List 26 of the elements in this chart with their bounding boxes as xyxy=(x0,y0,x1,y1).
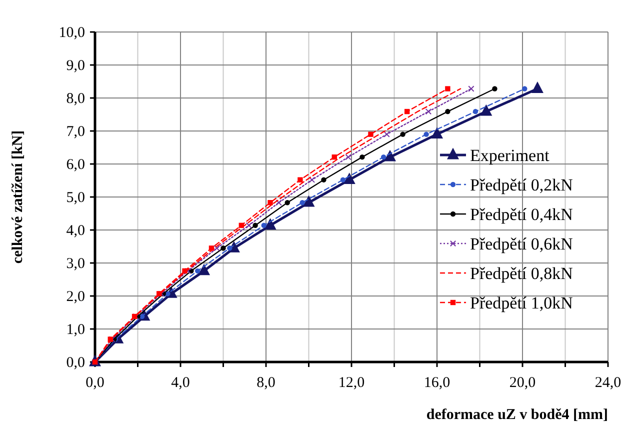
legend-label: Předpětí 1,0kN xyxy=(470,294,573,312)
x-tick-label: 4,0 xyxy=(171,375,190,391)
legend-label: Předpětí 0,2kN xyxy=(470,176,573,194)
x-tick-label: 24,0 xyxy=(594,375,622,391)
y-tick-label: 0,0 xyxy=(66,355,85,371)
x-tick-label: 8,0 xyxy=(256,375,276,391)
y-tick-label: 10,0 xyxy=(58,25,85,41)
y-tick-label: 2,0 xyxy=(66,289,85,305)
y-tick-label: 4,0 xyxy=(66,223,85,239)
y-tick-label: 1,0 xyxy=(66,322,85,338)
y-tick-label: 8,0 xyxy=(66,91,85,107)
y-tick-label: 6,0 xyxy=(66,157,85,173)
y-tick-label: 3,0 xyxy=(66,256,85,272)
y-tick-label: 7,0 xyxy=(66,124,85,140)
legend-label: Předpětí 0,8kN xyxy=(470,264,573,283)
y-axis-title: celkové zatížení [kN] xyxy=(10,130,26,264)
legend-label: Předpětí 0,4kN xyxy=(470,205,573,224)
y-tick-label: 9,0 xyxy=(66,58,85,74)
x-tick-label: 12,0 xyxy=(338,375,365,391)
legend-label: Experiment xyxy=(470,146,550,165)
x-tick-label: 0,0 xyxy=(86,375,104,391)
y-tick-label: 5,0 xyxy=(66,190,85,206)
x-tick-label: 16,0 xyxy=(424,375,450,391)
x-tick-label: 20,0 xyxy=(509,375,536,391)
legend-label: Předpětí 0,6kN xyxy=(470,234,573,254)
x-axis-title: deformace uZ v bodě4 [mm] xyxy=(426,407,608,423)
